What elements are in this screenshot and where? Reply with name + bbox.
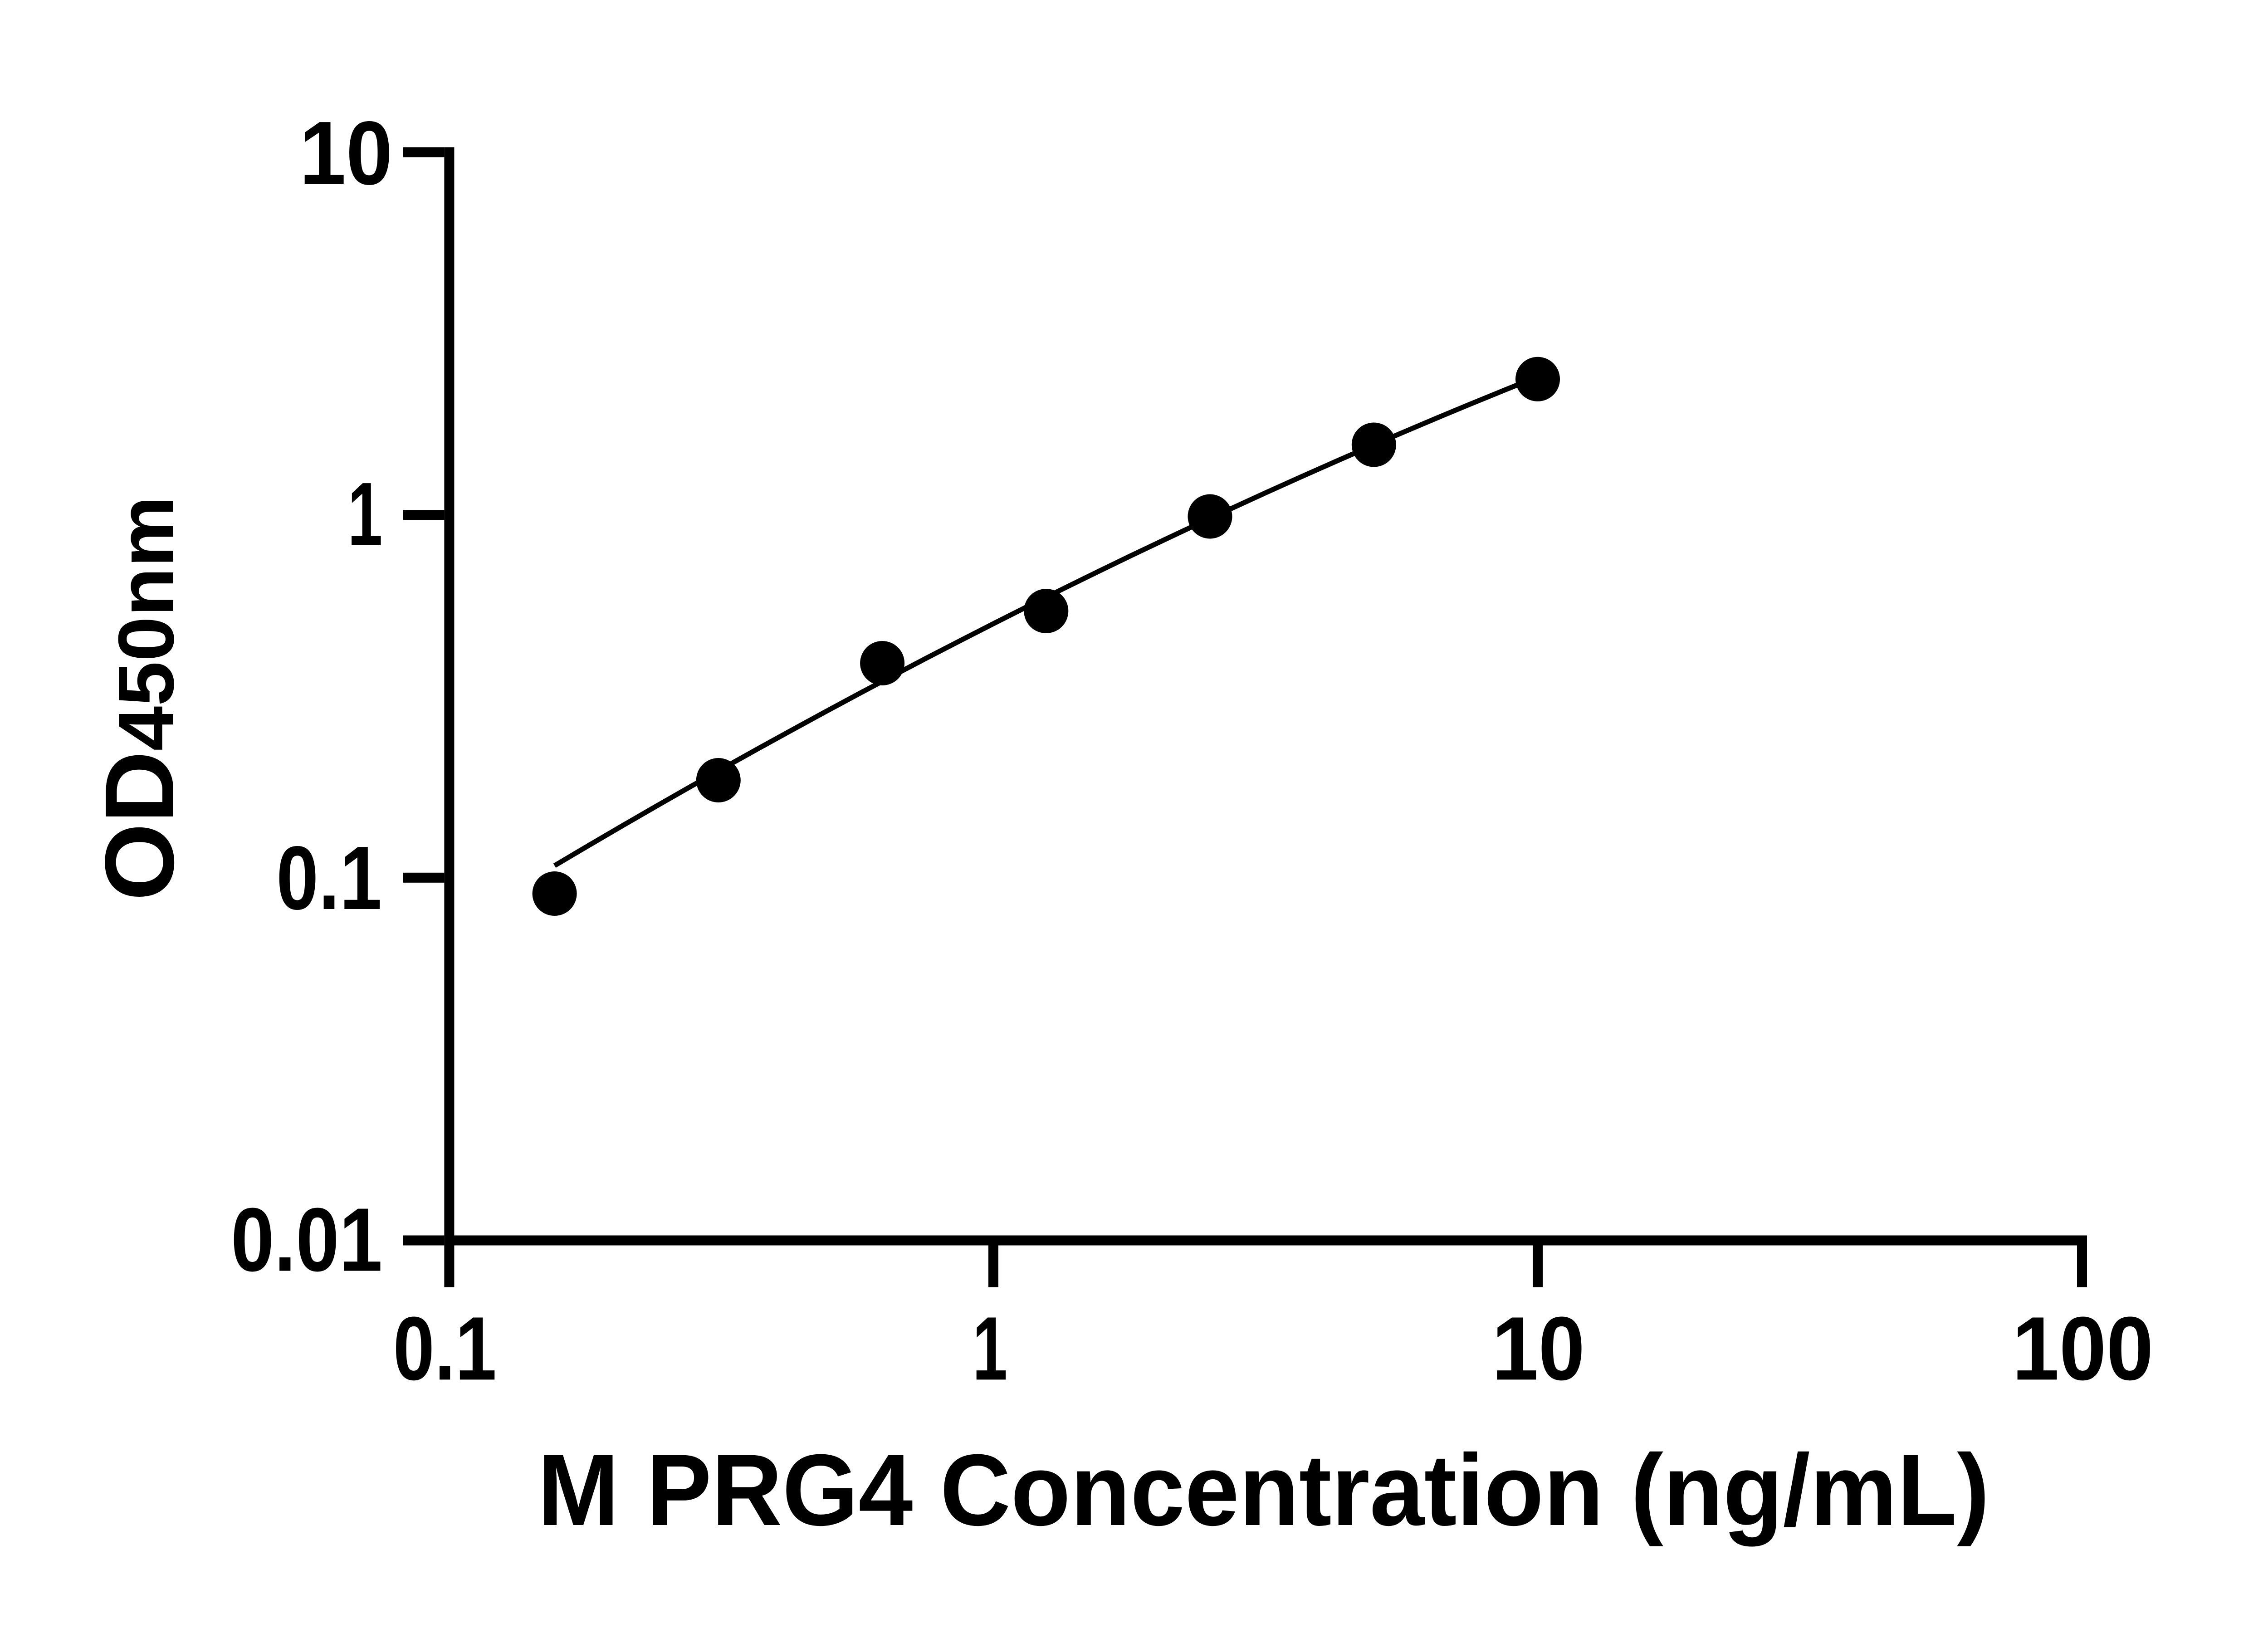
- svg-text:1: 1: [347, 464, 382, 565]
- svg-text:10: 10: [299, 103, 392, 204]
- svg-text:0.01: 0.01: [231, 1190, 382, 1291]
- svg-text:1: 1: [973, 1298, 1007, 1399]
- svg-text:0.1: 0.1: [276, 828, 382, 929]
- svg-text:100: 100: [2012, 1298, 2154, 1399]
- svg-text:OD450nm: OD450nm: [84, 496, 194, 901]
- svg-text:0.1: 0.1: [393, 1298, 497, 1399]
- svg-text:M PRG4 Concentration (ng/mL): M PRG4 Concentration (ng/mL): [538, 1433, 1989, 1547]
- svg-text:10: 10: [1492, 1298, 1585, 1399]
